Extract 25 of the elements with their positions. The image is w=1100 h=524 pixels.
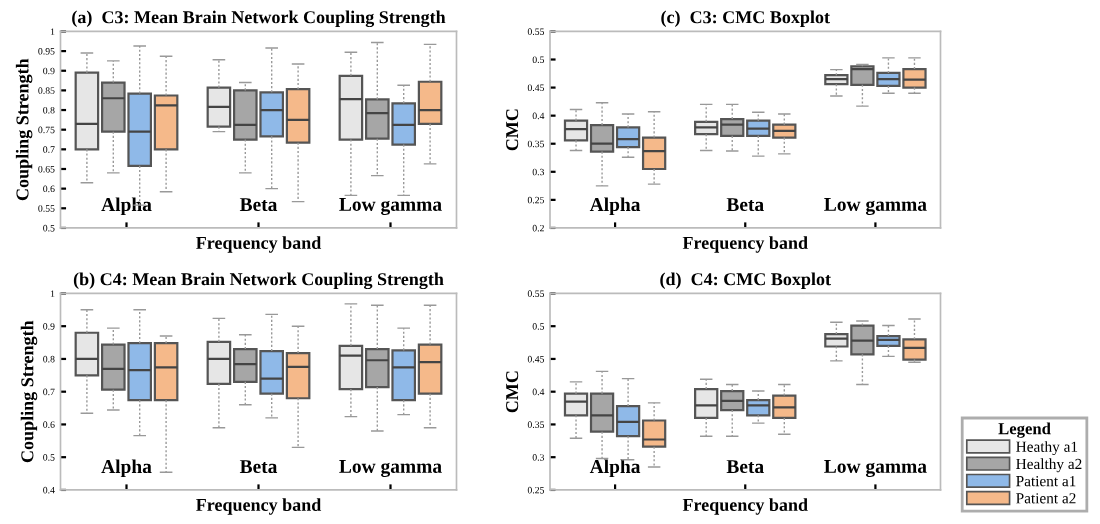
x-tick-label: Beta	[239, 198, 278, 212]
x-axis-title: Frequency band	[682, 236, 808, 253]
x-tick-label: Low gamma	[339, 459, 442, 478]
y-axis-title: CMC	[506, 371, 519, 413]
x-axis-title: Frequency band	[196, 236, 322, 253]
x-axis-title: Frequency band	[682, 498, 808, 515]
x-tick-label: Beta	[726, 460, 764, 474]
chart-title: (a) C3: Mean Brain Network Coupling Strength	[72, 10, 446, 28]
chart-title: (d) C4: CMC Boxplot	[660, 272, 831, 289]
x-tick-label: Beta	[239, 460, 278, 474]
x-tick-label: Alpha	[589, 459, 641, 478]
y-axis-title: Coupling Strength	[15, 58, 33, 201]
x-tick-label: Alpha	[589, 197, 641, 216]
x-tick-label: Low gamma	[824, 459, 927, 478]
x-tick-label: Low gamma	[824, 197, 927, 216]
x-tick-label: Alpha	[101, 459, 152, 478]
y-axis-title: CMC	[506, 109, 519, 151]
chart-title: (b) C4: Mean Brain Network Coupling Strength	[73, 272, 444, 290]
chart-title: (c) C3: CMC Boxplot	[661, 10, 830, 27]
x-tick-label: Alpha	[101, 197, 152, 216]
legend-title: Legend	[998, 422, 1051, 438]
x-axis-title: Frequency band	[196, 498, 322, 515]
x-tick-label: Beta	[726, 198, 764, 212]
y-axis-title: Coupling Strength	[20, 320, 38, 463]
x-tick-label: Low gamma	[339, 197, 442, 216]
